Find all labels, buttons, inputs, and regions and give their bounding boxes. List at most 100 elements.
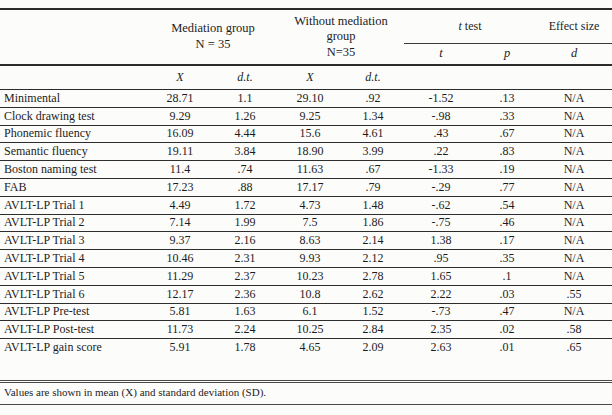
cell-dt1: 1.99	[212, 214, 278, 232]
cell-dt2: .92	[342, 90, 404, 108]
row-label: AVLT-LP Trial 5	[0, 267, 148, 285]
table-row: Clock drawing test 9.29 1.26 9.25 1.34 -…	[0, 107, 612, 125]
cell-p: .67	[478, 125, 536, 143]
row-label: Phonemic fluency	[0, 125, 148, 143]
cell-x2: 4.65	[278, 339, 342, 356]
mediation-group-header: Mediation group N = 35	[148, 9, 278, 65]
cell-x1: 10.46	[148, 250, 212, 268]
row-label: AVLT-LP Trial 4	[0, 250, 148, 268]
cell-x1: 4.49	[148, 196, 212, 214]
cell-t: .43	[404, 125, 478, 143]
cell-dt1: 2.24	[212, 321, 278, 339]
cell-dt1: 1.26	[212, 107, 278, 125]
cell-d: N/A	[536, 303, 612, 321]
row-label: AVLT-LP Trial 2	[0, 214, 148, 232]
cell-x2: 11.63	[278, 161, 342, 179]
table-row: AVLT-LP Trial 5 11.29 2.37 10.23 2.78 1.…	[0, 267, 612, 285]
cell-dt1: 4.44	[212, 125, 278, 143]
cell-dt2: 1.52	[342, 303, 404, 321]
cell-x2: 29.10	[278, 90, 342, 108]
table-row: Phonemic fluency 16.09 4.44 15.6 4.61 .4…	[0, 125, 612, 143]
cell-d: N/A	[536, 161, 612, 179]
row-label: FAB	[0, 178, 148, 196]
cell-x1: 11.73	[148, 321, 212, 339]
mediation-group-line2: N = 35	[148, 37, 278, 53]
cell-x2: 10.25	[278, 321, 342, 339]
cell-x2: 17.17	[278, 178, 342, 196]
cell-d: N/A	[536, 90, 612, 108]
cell-d: .58	[536, 321, 612, 339]
cell-t: -.29	[404, 178, 478, 196]
cell-t: 2.22	[404, 285, 478, 303]
mediation-group-line1: Mediation group	[148, 21, 278, 37]
cell-t: 1.38	[404, 232, 478, 250]
p-column-header: p	[478, 44, 536, 66]
stat-header-spacer	[404, 65, 612, 90]
cell-dt1: 1.1	[212, 90, 278, 108]
cell-x2: 8.63	[278, 232, 342, 250]
cell-p: .01	[478, 339, 536, 356]
cell-d: N/A	[536, 267, 612, 285]
cell-x1: 5.91	[148, 339, 212, 356]
cell-x1: 12.17	[148, 285, 212, 303]
cell-t: 2.63	[404, 339, 478, 356]
cell-t: -1.33	[404, 161, 478, 179]
cell-dt2: 2.14	[342, 232, 404, 250]
cell-dt1: 3.84	[212, 143, 278, 161]
cell-dt2: 1.34	[342, 107, 404, 125]
cell-p: .19	[478, 161, 536, 179]
cell-dt2: 2.78	[342, 267, 404, 285]
cell-p: .03	[478, 285, 536, 303]
cell-d: N/A	[536, 143, 612, 161]
cell-x1: 11.4	[148, 161, 212, 179]
t-test-label-rest: test	[462, 19, 482, 33]
d-column-header: d	[536, 44, 612, 66]
cell-p: .33	[478, 107, 536, 125]
table-row: AVLT-LP Trial 2 7.14 1.99 7.5 1.86 -.75 …	[0, 214, 612, 232]
cell-x2: 9.93	[278, 250, 342, 268]
cell-dt2: 2.12	[342, 250, 404, 268]
effect-size-header: Effect size	[536, 9, 612, 44]
row-label: Minimental	[0, 90, 148, 108]
cell-p: .17	[478, 232, 536, 250]
table-row: FAB 17.23 .88 17.17 .79 -.29 .77 N/A	[0, 178, 612, 196]
cell-x2: 10.23	[278, 267, 342, 285]
cell-x2: 9.25	[278, 107, 342, 125]
cell-p: .02	[478, 321, 536, 339]
cell-dt2: .67	[342, 161, 404, 179]
cell-d: N/A	[536, 196, 612, 214]
cell-dt1: 1.72	[212, 196, 278, 214]
header-row-mean-sd: X d.t. X d.t.	[0, 65, 612, 90]
document-page: Mediation group N = 35 Without mediation…	[0, 0, 612, 415]
cell-dt1: .88	[212, 178, 278, 196]
table-row: AVLT-LP Trial 6 12.17 2.36 10.8 2.62 2.2…	[0, 285, 612, 303]
cell-d: N/A	[536, 250, 612, 268]
results-table: Mediation group N = 35 Without mediation…	[0, 8, 612, 356]
cell-d: N/A	[536, 178, 612, 196]
cell-p: .46	[478, 214, 536, 232]
cell-dt2: 1.48	[342, 196, 404, 214]
row-label: AVLT-LP Trial 1	[0, 196, 148, 214]
cell-p: .77	[478, 178, 536, 196]
mean-header-1: X	[148, 65, 212, 90]
cell-t: .22	[404, 143, 478, 161]
without-mediation-line1: Without mediation	[278, 14, 404, 30]
cell-x1: 11.29	[148, 267, 212, 285]
cell-d: N/A	[536, 107, 612, 125]
table-row: AVLT-LP Trial 1 4.49 1.72 4.73 1.48 -.62…	[0, 196, 612, 214]
without-mediation-line3: N=35	[278, 45, 404, 61]
cell-dt2: 4.61	[342, 125, 404, 143]
cell-dt2: 1.86	[342, 214, 404, 232]
cell-p: .54	[478, 196, 536, 214]
cell-t: -.62	[404, 196, 478, 214]
cell-dt1: .74	[212, 161, 278, 179]
cell-d: N/A	[536, 232, 612, 250]
row-label: AVLT-LP Post-test	[0, 321, 148, 339]
cell-dt1: 1.63	[212, 303, 278, 321]
cell-t: -.98	[404, 107, 478, 125]
cell-x1: 17.23	[148, 178, 212, 196]
cell-dt2: 3.99	[342, 143, 404, 161]
cell-dt1: 2.31	[212, 250, 278, 268]
table-row: AVLT-LP Trial 4 10.46 2.31 9.93 2.12 .95…	[0, 250, 612, 268]
stat-header-empty	[0, 65, 148, 90]
